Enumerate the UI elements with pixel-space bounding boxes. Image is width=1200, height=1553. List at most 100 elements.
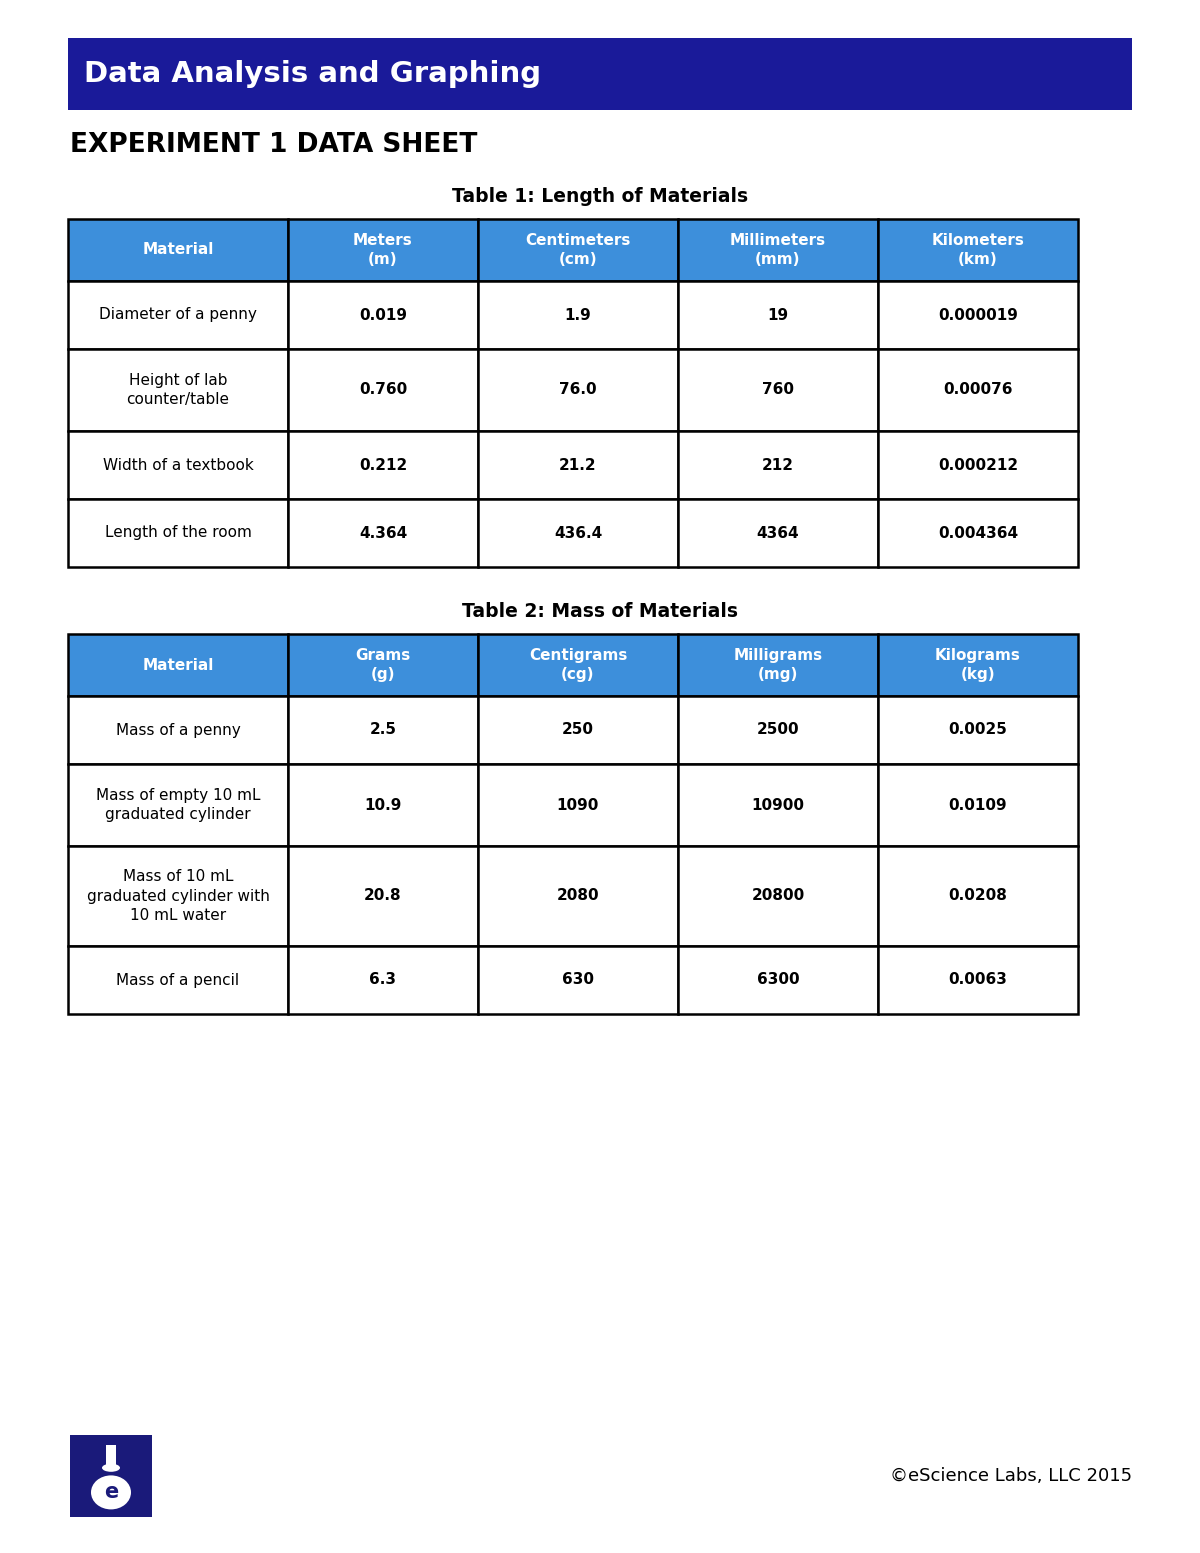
Bar	[68, 219, 288, 281]
Bar	[678, 634, 878, 696]
Bar	[678, 349, 878, 432]
Bar	[68, 696, 288, 764]
Text: 2.5: 2.5	[370, 722, 396, 738]
Text: e: e	[104, 1483, 118, 1502]
Bar	[878, 634, 1078, 696]
Bar	[288, 634, 478, 696]
Bar	[288, 696, 478, 764]
Bar	[478, 764, 678, 846]
Bar	[68, 499, 288, 567]
Text: Data Analysis and Graphing: Data Analysis and Graphing	[84, 61, 541, 89]
Text: 10900: 10900	[751, 798, 804, 812]
Bar	[288, 349, 478, 432]
Bar	[678, 696, 878, 764]
Bar	[478, 499, 678, 567]
Text: 760: 760	[762, 382, 794, 398]
Text: 0.760: 0.760	[359, 382, 407, 398]
Text: Material: Material	[143, 657, 214, 672]
Text: 436.4: 436.4	[554, 525, 602, 540]
Text: 2080: 2080	[557, 888, 599, 904]
Text: 0.004364: 0.004364	[938, 525, 1018, 540]
Text: Height of lab
counter/table: Height of lab counter/table	[126, 373, 229, 407]
Bar	[878, 499, 1078, 567]
Text: 20800: 20800	[751, 888, 805, 904]
Ellipse shape	[91, 1475, 131, 1510]
Text: 630: 630	[562, 972, 594, 988]
Bar	[678, 846, 878, 946]
Text: Centigrams
(cg): Centigrams (cg)	[529, 648, 628, 682]
Bar	[878, 281, 1078, 349]
Bar	[678, 499, 878, 567]
Text: 76.0: 76.0	[559, 382, 596, 398]
Text: 0.0208: 0.0208	[948, 888, 1008, 904]
Text: Grams
(g): Grams (g)	[355, 648, 410, 682]
Bar	[68, 634, 288, 696]
Text: 0.000019: 0.000019	[938, 307, 1018, 323]
Text: 4364: 4364	[757, 525, 799, 540]
Text: ©eScience Labs, LLC 2015: ©eScience Labs, LLC 2015	[890, 1468, 1132, 1485]
Text: Milligrams
(mg): Milligrams (mg)	[733, 648, 822, 682]
Text: 1.9: 1.9	[565, 307, 592, 323]
Bar	[478, 946, 678, 1014]
Bar	[878, 946, 1078, 1014]
Bar	[478, 846, 678, 946]
Bar	[68, 349, 288, 432]
Bar	[288, 499, 478, 567]
Text: Diameter of a penny: Diameter of a penny	[100, 307, 257, 323]
Bar	[288, 432, 478, 499]
Bar	[678, 281, 878, 349]
Bar	[678, 432, 878, 499]
Text: 250: 250	[562, 722, 594, 738]
Bar	[68, 946, 288, 1014]
Text: Table 1: Length of Materials: Table 1: Length of Materials	[452, 186, 748, 207]
Bar	[68, 432, 288, 499]
Bar	[878, 764, 1078, 846]
Text: Millimeters
(mm): Millimeters (mm)	[730, 233, 826, 267]
Text: 0.00076: 0.00076	[943, 382, 1013, 398]
Ellipse shape	[102, 1464, 120, 1472]
Text: 10.9: 10.9	[365, 798, 402, 812]
Bar	[68, 764, 288, 846]
Bar	[878, 349, 1078, 432]
Text: Kilograms
(kg): Kilograms (kg)	[935, 648, 1021, 682]
Text: 212: 212	[762, 458, 794, 472]
Bar	[678, 764, 878, 846]
Bar	[478, 349, 678, 432]
Text: 0.0109: 0.0109	[949, 798, 1007, 812]
Text: 19: 19	[768, 307, 788, 323]
Text: Length of the room: Length of the room	[104, 525, 252, 540]
Bar	[288, 764, 478, 846]
Text: 0.212: 0.212	[359, 458, 407, 472]
Bar	[288, 946, 478, 1014]
Text: 21.2: 21.2	[559, 458, 596, 472]
Bar	[478, 281, 678, 349]
Bar	[106, 1444, 116, 1468]
Bar	[68, 846, 288, 946]
Bar	[478, 219, 678, 281]
Bar	[878, 219, 1078, 281]
Text: 0.000212: 0.000212	[938, 458, 1018, 472]
Bar	[288, 281, 478, 349]
Text: EXPERIMENT 1 DATA SHEET: EXPERIMENT 1 DATA SHEET	[70, 132, 478, 158]
Bar	[478, 696, 678, 764]
Text: 0.0025: 0.0025	[948, 722, 1008, 738]
Bar	[288, 846, 478, 946]
Text: Mass of a penny: Mass of a penny	[115, 722, 240, 738]
Bar	[878, 432, 1078, 499]
Bar	[878, 846, 1078, 946]
Text: Centimeters
(cm): Centimeters (cm)	[526, 233, 631, 267]
Text: Mass of 10 mL
graduated cylinder with
10 mL water: Mass of 10 mL graduated cylinder with 10…	[86, 870, 270, 922]
Text: 6.3: 6.3	[370, 972, 396, 988]
Text: Mass of a pencil: Mass of a pencil	[116, 972, 240, 988]
Text: Meters
(m): Meters (m)	[353, 233, 413, 267]
Bar	[478, 634, 678, 696]
Text: Material: Material	[143, 242, 214, 258]
Text: 4.364: 4.364	[359, 525, 407, 540]
Text: 0.019: 0.019	[359, 307, 407, 323]
Text: 2500: 2500	[757, 722, 799, 738]
Bar	[478, 432, 678, 499]
Text: Mass of empty 10 mL
graduated cylinder: Mass of empty 10 mL graduated cylinder	[96, 787, 260, 822]
Text: 6300: 6300	[757, 972, 799, 988]
Text: Kilometers
(km): Kilometers (km)	[931, 233, 1025, 267]
Text: 1090: 1090	[557, 798, 599, 812]
